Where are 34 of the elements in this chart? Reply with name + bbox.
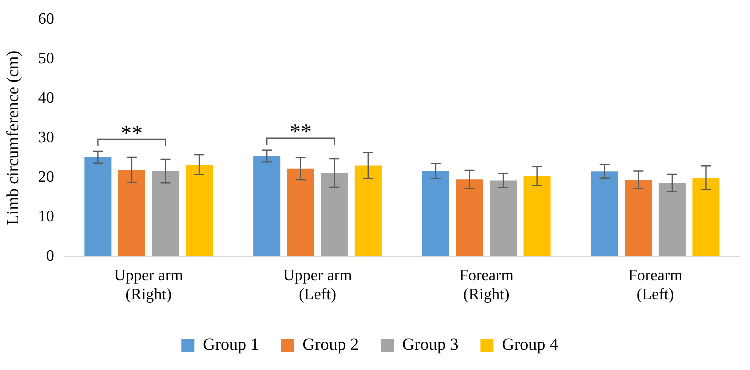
bar: [456, 180, 484, 257]
bar: [524, 176, 551, 257]
legend-label: Group 2: [302, 334, 360, 354]
y-tick-label: 10: [38, 208, 54, 226]
annotation: **: [120, 120, 143, 146]
y-tick-label: 50: [38, 50, 54, 68]
bar: [152, 171, 180, 257]
bar: [692, 178, 720, 257]
bar: [186, 164, 214, 257]
x-tick-label: Upper arm (Left): [283, 267, 353, 304]
legend-label: Group 1: [203, 334, 260, 354]
legend-label: Group 3: [402, 334, 459, 354]
x-tick-label: Upper arm (Right): [114, 267, 184, 304]
bar: [658, 183, 686, 257]
x-tick-label: Forearm (Right): [460, 267, 514, 304]
y-tick-label: 0: [46, 248, 54, 265]
legend-label: Group 4: [502, 334, 559, 354]
bar: [321, 173, 348, 257]
y-tick-label: 20: [38, 168, 54, 186]
bar: [84, 157, 112, 257]
annotation: **: [290, 119, 312, 144]
bar: [354, 166, 382, 257]
bar: [254, 156, 281, 257]
y-axis-title: Limb circumference (cm): [4, 50, 23, 226]
bar: [422, 171, 450, 257]
y-tick-label: 40: [38, 90, 54, 107]
bar: [625, 180, 652, 257]
x-tick-label: Forearm (Left): [628, 267, 684, 304]
bar: [591, 172, 618, 257]
bar: [287, 168, 314, 257]
bar: [118, 170, 146, 257]
y-tick-label: 30: [38, 129, 54, 146]
y-tick-label: 60: [38, 10, 54, 28]
bar: [490, 180, 518, 257]
